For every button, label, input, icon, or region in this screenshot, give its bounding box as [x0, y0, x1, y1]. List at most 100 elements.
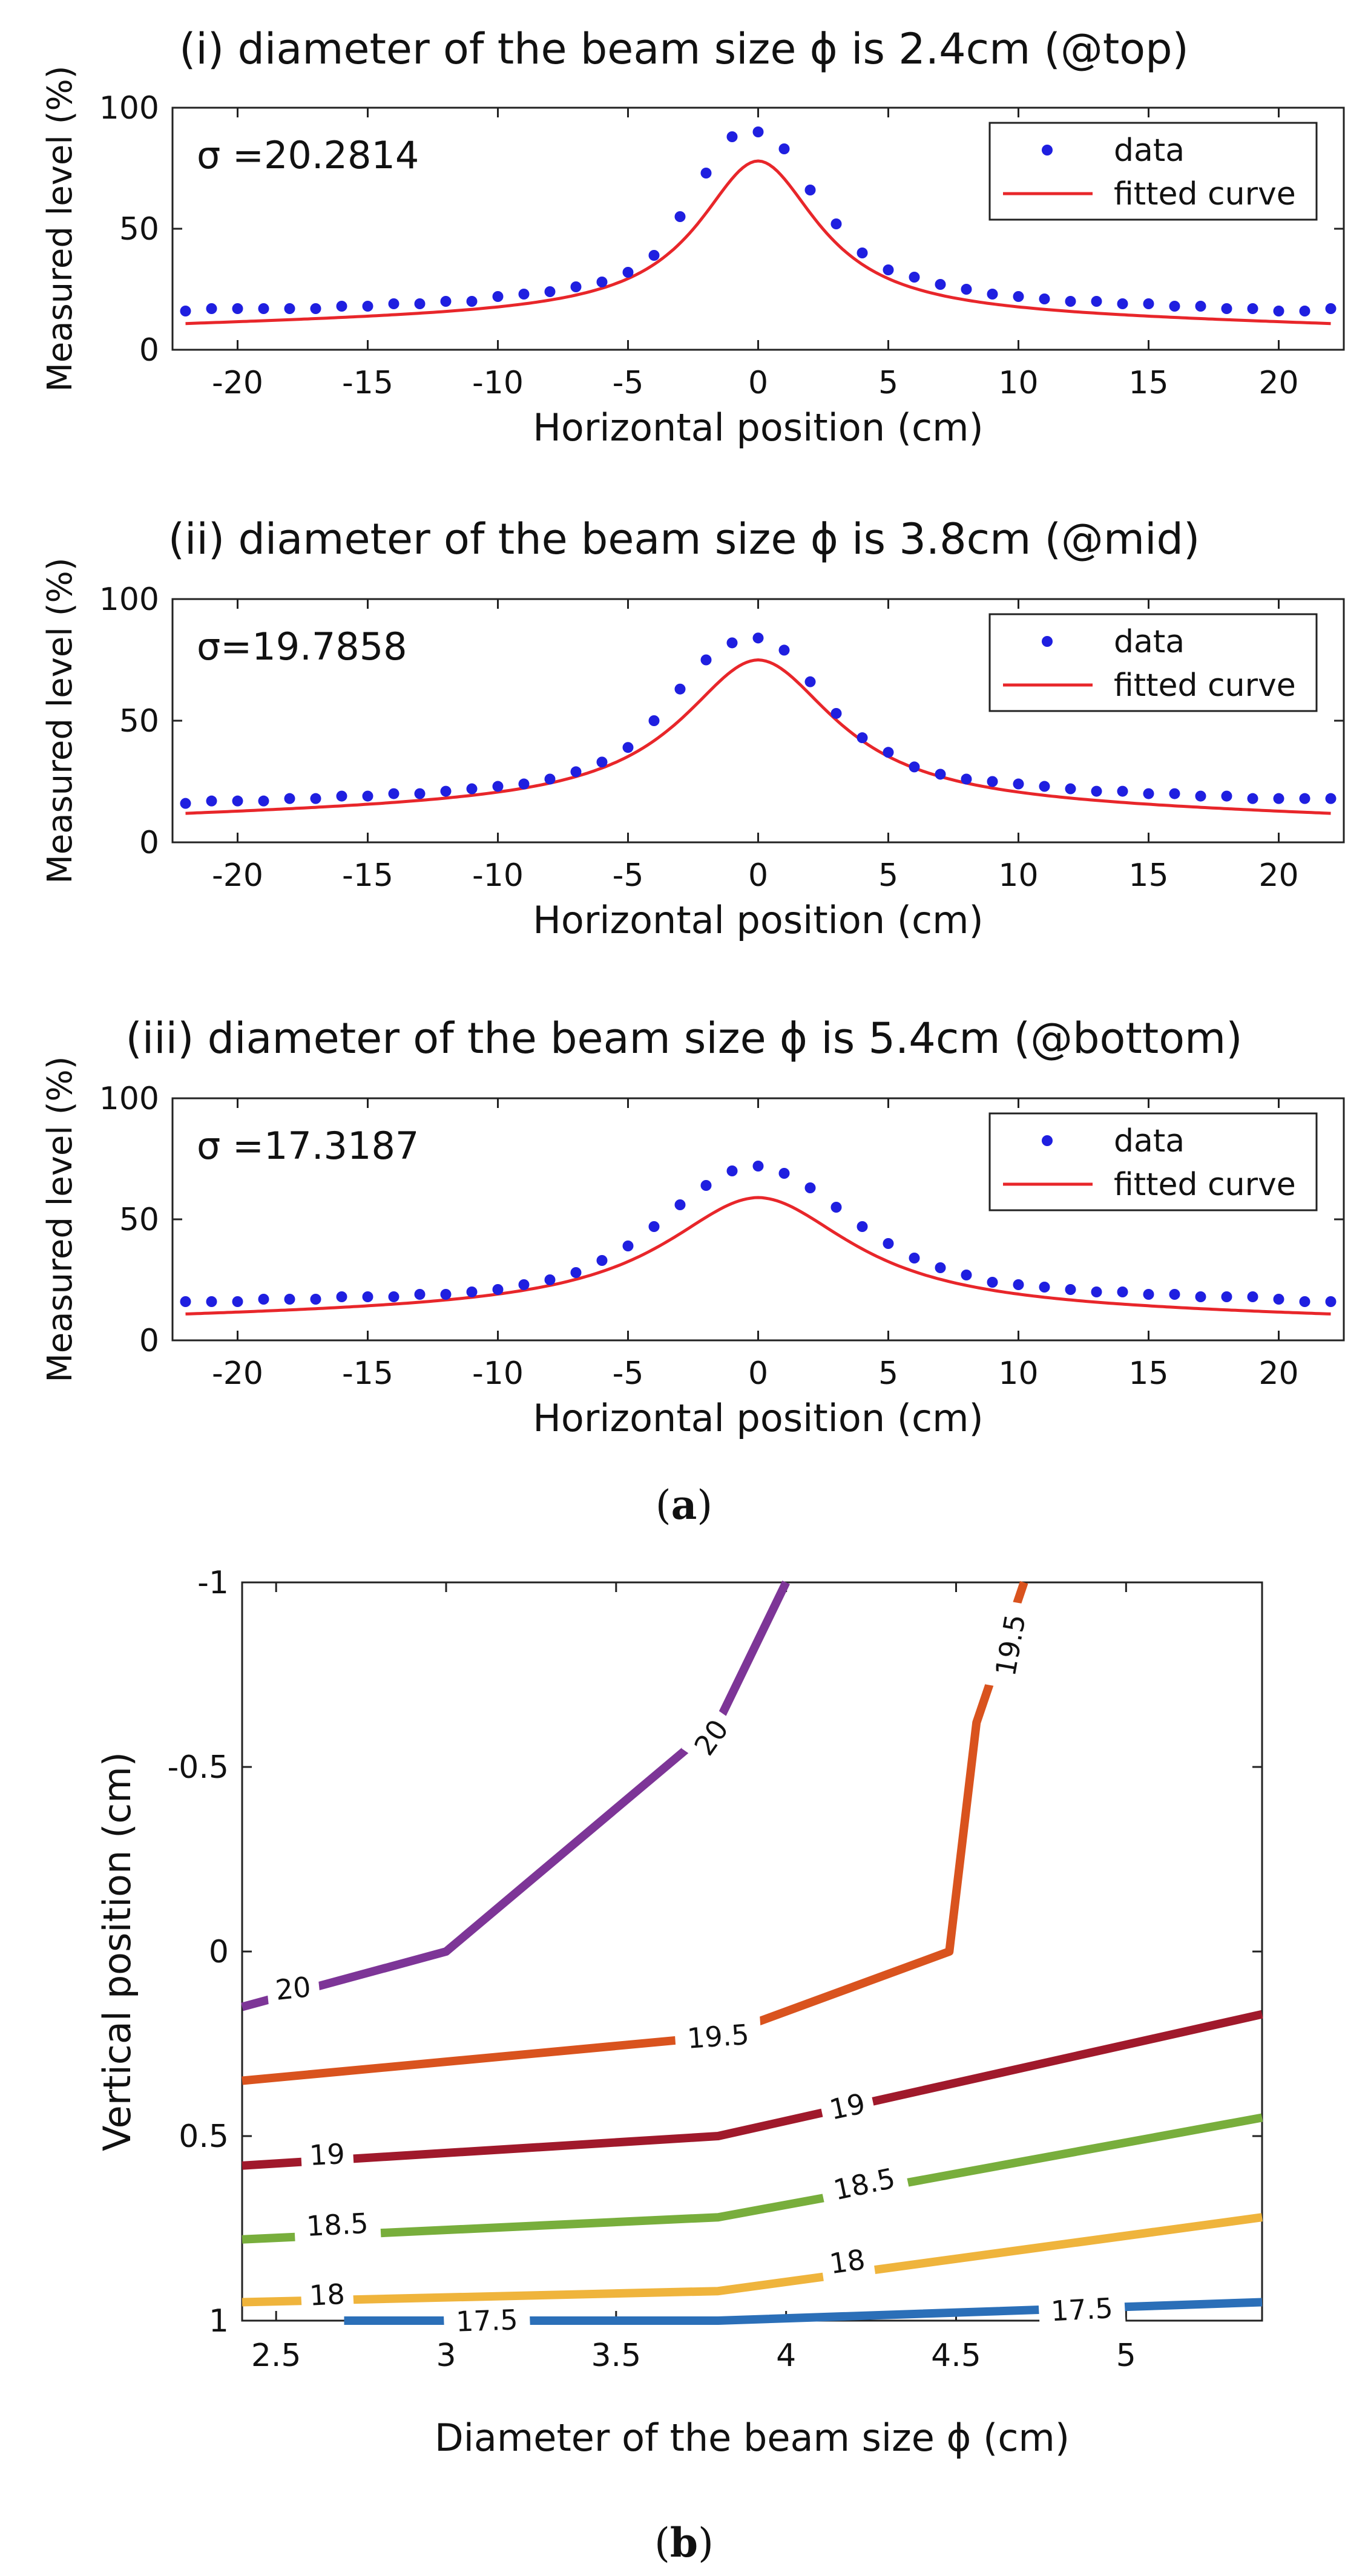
sigma-annotation: σ =17.3187 — [197, 1124, 419, 1168]
data-point — [1013, 291, 1024, 302]
data-point — [310, 793, 321, 804]
x-tick-label: 10 — [998, 1355, 1038, 1392]
x-tick-label: 0 — [748, 857, 768, 894]
x-tick-label: -15 — [342, 365, 393, 401]
contour-label-text: 19 — [309, 2137, 346, 2172]
contour-label-text: 18 — [309, 2278, 346, 2312]
sigma-annotation: σ =20.2814 — [197, 133, 419, 177]
x-axis-label: Diameter of the beam size ϕ (cm) — [435, 2416, 1070, 2460]
data-point — [206, 1296, 217, 1307]
contour-label: 19.5 — [985, 1599, 1036, 1691]
legend-data-marker — [1042, 636, 1053, 647]
x-axis-label: Horizontal position (cm) — [533, 898, 983, 942]
x-tick-label: -5 — [613, 1355, 644, 1392]
contour-label-text: 19.5 — [989, 1612, 1032, 1679]
y-tick-label: 0.5 — [179, 2119, 229, 2155]
data-point — [700, 654, 712, 666]
x-tick-label: -20 — [212, 1355, 263, 1392]
data-point — [1039, 1282, 1050, 1293]
caption-a-letter: a — [671, 1481, 697, 1529]
data-point — [1273, 1294, 1284, 1305]
legend-box — [988, 613, 1318, 712]
data-point — [466, 1286, 478, 1297]
data-point — [518, 778, 530, 790]
data-point — [909, 1253, 920, 1263]
legend-box — [988, 1112, 1318, 1211]
data-point — [180, 306, 191, 316]
data-point — [1195, 301, 1206, 312]
data-point — [700, 168, 712, 179]
contour-line-18-5 — [242, 2113, 1263, 2244]
contour-label-pad — [293, 2204, 381, 2246]
x-tick-label: -15 — [342, 857, 393, 894]
data-point — [284, 793, 295, 804]
data-point — [909, 272, 920, 283]
x-axis-label: Horizontal position (cm) — [533, 405, 983, 450]
data-point — [362, 301, 373, 312]
data-point — [544, 773, 556, 785]
data-point — [1117, 1286, 1128, 1297]
data-point — [987, 1277, 998, 1288]
data-point — [726, 1165, 738, 1176]
data-point — [1117, 298, 1128, 309]
x-tick-label: 3.5 — [591, 2338, 641, 2374]
chart-title: (iii) diameter of the beam size ϕ is 5.4… — [125, 1014, 1242, 1063]
chart-title: (ii) diameter of the beam size ϕ is 3.8c… — [168, 514, 1200, 564]
data-point — [857, 247, 868, 258]
data-point — [1169, 1289, 1180, 1300]
contour-label-pad — [818, 2083, 877, 2130]
contour-label: 18 — [300, 2275, 354, 2315]
contour-label: 19 — [818, 2083, 877, 2130]
y-tick-label: 0 — [139, 1323, 159, 1359]
data-point — [440, 1289, 452, 1300]
data-point — [414, 1289, 426, 1300]
contour-label: 18.5 — [293, 2204, 381, 2246]
data-point — [388, 298, 400, 309]
data-point — [752, 126, 764, 137]
data-point — [726, 637, 738, 649]
x-tick-label: -10 — [472, 1355, 524, 1392]
contour-label-text: 19 — [827, 2087, 868, 2126]
data-point — [830, 1202, 842, 1213]
contour-line-20 — [241, 1580, 790, 2011]
x-tick-label: -20 — [212, 857, 263, 894]
x-tick-label: 10 — [998, 857, 1038, 894]
x-tick-label: 4.5 — [931, 2338, 981, 2374]
data-point — [1065, 783, 1076, 795]
data-point — [778, 1168, 790, 1179]
data-point — [492, 781, 504, 792]
legend-label-fitted-curve: fitted curve — [1114, 667, 1296, 704]
contour-line-18 — [242, 2213, 1263, 2307]
data-point — [596, 756, 608, 768]
data-point — [778, 644, 790, 656]
contour-label: 19.5 — [674, 2015, 763, 2058]
x-tick-label: 20 — [1258, 1355, 1298, 1392]
contour-label-pad — [674, 2015, 763, 2058]
data-point — [648, 715, 660, 726]
data-point — [804, 1182, 816, 1193]
contour-label: 20 — [265, 1967, 321, 2010]
y-tick-label: 50 — [119, 1202, 159, 1238]
data-point — [883, 747, 894, 758]
legend-box — [988, 122, 1318, 221]
x-tick-label: 20 — [1258, 857, 1298, 894]
x-tick-label: 5 — [878, 857, 898, 894]
data-point — [935, 769, 946, 780]
data-point — [310, 303, 321, 314]
data-point — [544, 1274, 556, 1285]
y-tick-label: -0.5 — [168, 1749, 229, 1786]
x-tick-label: 4 — [776, 2338, 796, 2374]
data-point — [518, 289, 530, 300]
data-point — [752, 632, 764, 644]
data-point — [935, 279, 946, 290]
data-point — [362, 790, 373, 802]
data-point — [830, 707, 842, 719]
contour-label: 20 — [681, 1705, 742, 1769]
data-point — [700, 1180, 712, 1191]
data-point — [1039, 293, 1050, 304]
data-point — [570, 766, 582, 778]
legend-label-fitted-curve: fitted curve — [1114, 1167, 1296, 1203]
legend-label-data: data — [1114, 1123, 1185, 1159]
data-point — [1013, 778, 1024, 790]
